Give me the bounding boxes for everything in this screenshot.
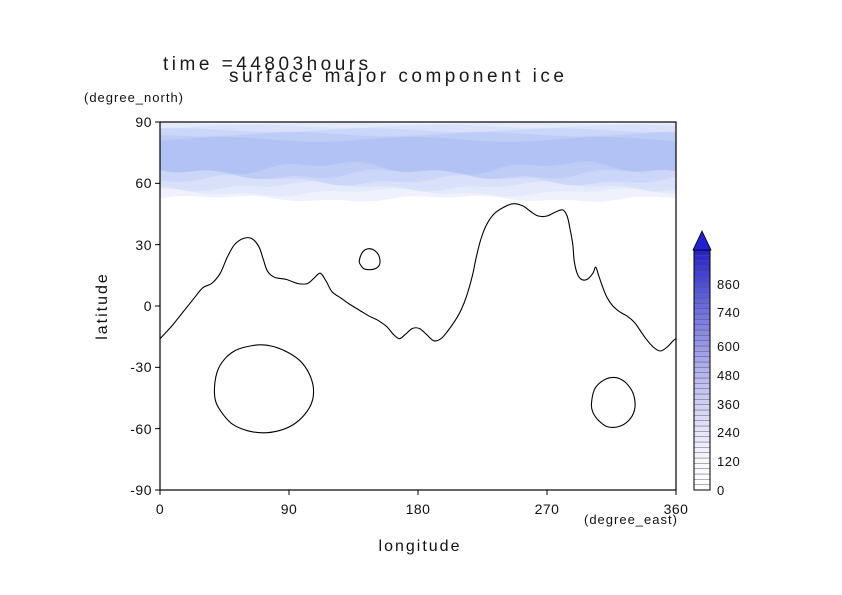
colorbar-segment bbox=[693, 436, 711, 443]
colorbar-segment bbox=[693, 249, 711, 256]
colorbar-segment bbox=[693, 431, 711, 437]
ice-contour-band-6 bbox=[160, 136, 676, 175]
colorbar-segment bbox=[693, 292, 711, 299]
colorbar-segment bbox=[693, 313, 711, 320]
colorbar-segment bbox=[693, 276, 711, 283]
colorbar-segment bbox=[693, 409, 711, 416]
y-tick-label: -90 bbox=[130, 482, 152, 498]
colorbar-segment bbox=[693, 463, 711, 469]
plot-title-time: time =44803hours bbox=[163, 54, 372, 75]
x-tick-label: 90 bbox=[280, 501, 298, 517]
colorbar-segment bbox=[693, 447, 711, 453]
colorbar-segment bbox=[693, 345, 711, 352]
y-tick-label: 60 bbox=[135, 175, 152, 192]
colorbar-segment bbox=[693, 404, 711, 411]
y-tick-label: -60 bbox=[130, 420, 152, 437]
colorbar-segment bbox=[693, 303, 711, 309]
colorbar-segment bbox=[693, 457, 711, 464]
colorbar-segment bbox=[693, 351, 711, 357]
colorbar-segment bbox=[693, 324, 711, 331]
topography-contour-argyre bbox=[590, 376, 636, 428]
colorbar-segment bbox=[693, 340, 711, 347]
colorbar-overflow-arrow bbox=[692, 230, 712, 251]
colorbar-segment bbox=[693, 372, 711, 379]
colorbar-segment bbox=[693, 415, 711, 421]
x-axis-label: longitude bbox=[378, 538, 462, 555]
colorbar-segment bbox=[693, 297, 711, 304]
topography-contour-main bbox=[159, 203, 677, 352]
colorbar-segment bbox=[693, 399, 711, 405]
colorbar-segment bbox=[693, 377, 711, 384]
y-tick-label: 90 bbox=[135, 114, 152, 130]
x-tick-label: 360 bbox=[663, 501, 689, 517]
colorbar-segment bbox=[693, 329, 711, 336]
colorbar-tick-label: 600 bbox=[717, 339, 741, 354]
colorbar-segment bbox=[693, 479, 711, 485]
colorbar-segment bbox=[693, 260, 711, 267]
colorbar-segment bbox=[693, 473, 711, 480]
colorbar-segment bbox=[693, 271, 711, 277]
colorbar-segment bbox=[693, 319, 711, 325]
colorbar-tick-label: 480 bbox=[717, 367, 741, 383]
colorbar-segment bbox=[693, 265, 711, 272]
colorbar-tick-label: 740 bbox=[717, 305, 741, 321]
colorbar-tick-label: 860 bbox=[717, 276, 741, 292]
colorbar-tick-label: 120 bbox=[717, 454, 741, 470]
y-tick-label: 0 bbox=[143, 298, 152, 314]
colorbar-segment bbox=[693, 367, 711, 373]
colorbar-segment bbox=[693, 356, 711, 363]
topography-contour-elysium bbox=[358, 248, 381, 271]
colorbar-segment bbox=[693, 393, 711, 400]
colorbar-segment bbox=[693, 425, 711, 432]
colorbar-tick-label: 240 bbox=[717, 425, 741, 441]
colorbar-tick-label: 360 bbox=[717, 396, 741, 412]
topography-contour-hellas bbox=[213, 344, 315, 434]
colorbar-segment bbox=[693, 308, 711, 315]
plot-title-variable: surface major component ice bbox=[229, 66, 568, 87]
colorbar-segment bbox=[693, 484, 711, 491]
colorbar-segment bbox=[693, 287, 711, 293]
colorbar-segment bbox=[693, 452, 711, 459]
colorbar-segment bbox=[693, 255, 711, 261]
x-tick-label: 180 bbox=[405, 501, 431, 517]
colorbar-segment bbox=[693, 281, 711, 288]
colorbar-tick-label: 0 bbox=[717, 483, 725, 498]
y-axis-units-label: (degree_north) bbox=[84, 90, 184, 105]
colorbar-segment bbox=[693, 420, 711, 427]
x-axis-units-label: (degree_east) bbox=[584, 512, 678, 527]
colorbar-segment bbox=[693, 441, 711, 448]
colorbar-segment bbox=[693, 388, 711, 395]
colorbar-segment bbox=[693, 468, 711, 475]
y-tick-label: 30 bbox=[135, 236, 152, 253]
x-tick-label: 0 bbox=[155, 501, 165, 517]
x-tick-label: 270 bbox=[534, 501, 560, 517]
colorbar-segment bbox=[693, 383, 711, 389]
y-tick-label: -30 bbox=[130, 359, 152, 376]
colorbar-segment bbox=[693, 361, 711, 368]
colorbar-segment bbox=[693, 335, 711, 341]
